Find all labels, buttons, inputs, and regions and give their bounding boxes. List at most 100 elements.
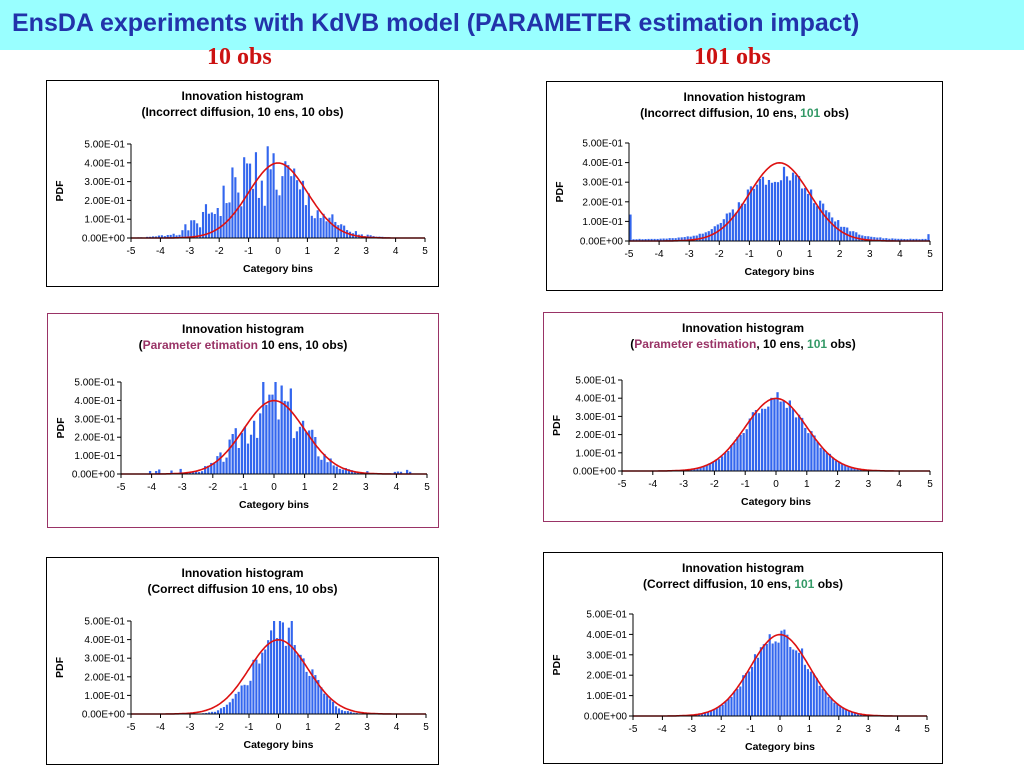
histogram-bar	[686, 236, 689, 241]
x-tick-label: 3	[866, 479, 872, 490]
histogram-bar	[856, 713, 859, 716]
histogram-bar	[876, 237, 879, 241]
histogram-bar	[228, 702, 231, 714]
histogram-bar	[243, 157, 246, 238]
histogram-bar	[782, 166, 786, 241]
histogram-bar	[674, 238, 677, 241]
normal-curve	[629, 161, 930, 242]
histogram-bar	[337, 225, 340, 238]
histogram-bar	[728, 212, 731, 241]
histogram-bar	[266, 146, 269, 238]
histogram-bar	[745, 672, 748, 716]
histogram-bar	[234, 693, 237, 714]
x-tick-label: 0	[777, 249, 783, 260]
histogram-bar	[785, 176, 789, 241]
histogram-bar	[803, 664, 807, 716]
histogram-bar	[770, 182, 774, 241]
histogram-bar	[825, 210, 828, 241]
chart-title: Innovation histogram	[181, 322, 304, 336]
histogram-bar	[774, 641, 777, 716]
histogram-bar	[696, 468, 699, 471]
y-tick-label: 2.00E-01	[582, 197, 623, 208]
histogram-bar	[739, 434, 742, 471]
histogram-bar	[272, 153, 275, 238]
histogram-bar	[409, 471, 412, 474]
histogram-bar	[157, 235, 160, 238]
histogram-bar	[258, 663, 261, 714]
x-tick-label: -2	[215, 246, 224, 257]
histogram-bar	[653, 238, 656, 241]
x-tick-label: 4	[897, 249, 903, 260]
histogram-bar	[222, 461, 225, 474]
y-tick-label: 2.00E-01	[74, 433, 115, 444]
x-tick-label: -4	[648, 479, 657, 490]
x-tick-label: 3	[364, 722, 370, 733]
histogram-bar	[873, 237, 876, 241]
histogram-bar	[725, 213, 728, 241]
histogram-bar	[211, 711, 214, 714]
histogram-bar	[840, 226, 843, 241]
chart-title: Innovation histogram	[181, 89, 304, 103]
x-tick-label: 1	[804, 479, 810, 490]
histogram-bar	[730, 696, 733, 716]
histogram-bar	[265, 404, 268, 474]
y-tick-label: 1.00E-01	[586, 691, 627, 702]
histogram-bar	[632, 239, 635, 241]
histogram-bar	[819, 447, 822, 471]
histogram-bar	[629, 214, 632, 241]
histogram-bar	[792, 649, 795, 716]
x-tick-label: 3	[363, 482, 369, 493]
histogram-bar	[770, 397, 773, 471]
x-tick-label: -3	[186, 722, 195, 733]
x-tick-label: -5	[127, 722, 136, 733]
histogram-bar	[210, 462, 213, 474]
y-tick-label: 5.00E-01	[84, 617, 125, 628]
histogram-bar	[188, 472, 191, 474]
chart-subtitle: (Incorrect diffusion, 10 ens, 10 obs)	[141, 105, 344, 119]
histogram-bar	[353, 472, 357, 474]
y-tick-label: 2.00E-01	[84, 196, 125, 207]
x-tick-label: 2	[837, 249, 843, 260]
chart-panel-correct-diffusion-10-obs: Innovation histogram (Correct diffusion 1…	[46, 557, 439, 765]
histogram-bar	[742, 675, 745, 716]
histogram-bar	[758, 178, 762, 241]
histogram-bar	[197, 471, 201, 474]
histogram-bar	[254, 152, 258, 238]
y-axis-label: PDF	[55, 417, 67, 439]
histogram-bar	[249, 680, 252, 714]
y-axis-label: PDF	[54, 180, 66, 202]
histogram-bar	[323, 693, 326, 714]
histogram-bar	[693, 468, 696, 471]
histogram-chart: 0.00E+00 1.00E-01 2.00E-01 3.00E-01 4.00E-01…	[551, 376, 933, 509]
x-tick-label: 2	[335, 722, 341, 733]
histogram-bar	[816, 441, 819, 471]
histogram-bar	[783, 629, 786, 716]
histogram-bar	[680, 237, 683, 241]
histogram-bar	[870, 236, 873, 241]
histogram-bar	[314, 437, 317, 474]
x-tick-label: 2	[332, 482, 338, 493]
histogram-bar	[746, 189, 749, 241]
x-axis-label: Category bins	[745, 741, 815, 753]
y-tick-label: 5.00E-01	[74, 378, 115, 389]
chart-title: Innovation histogram	[683, 90, 806, 104]
histogram-bar	[912, 238, 915, 241]
histogram-bar	[275, 189, 278, 238]
histogram-bar	[325, 221, 328, 238]
histogram-bar	[191, 472, 195, 474]
x-tick-label: 0	[275, 246, 281, 257]
histogram-bar	[320, 459, 323, 474]
x-tick-label: -5	[117, 482, 126, 493]
histogram-bar	[332, 465, 335, 474]
histogram-bar	[827, 696, 830, 716]
histogram-bar	[745, 429, 748, 471]
histogram-bar	[853, 468, 856, 471]
histogram-bar	[160, 235, 163, 238]
chart-title: Innovation histogram	[181, 566, 304, 580]
histogram-bar	[169, 234, 172, 238]
histogram-bar	[207, 213, 210, 238]
histogram-bar	[743, 203, 746, 241]
histogram-bar	[271, 394, 274, 474]
histogram-bar	[838, 461, 841, 471]
histogram-bar	[641, 239, 644, 241]
